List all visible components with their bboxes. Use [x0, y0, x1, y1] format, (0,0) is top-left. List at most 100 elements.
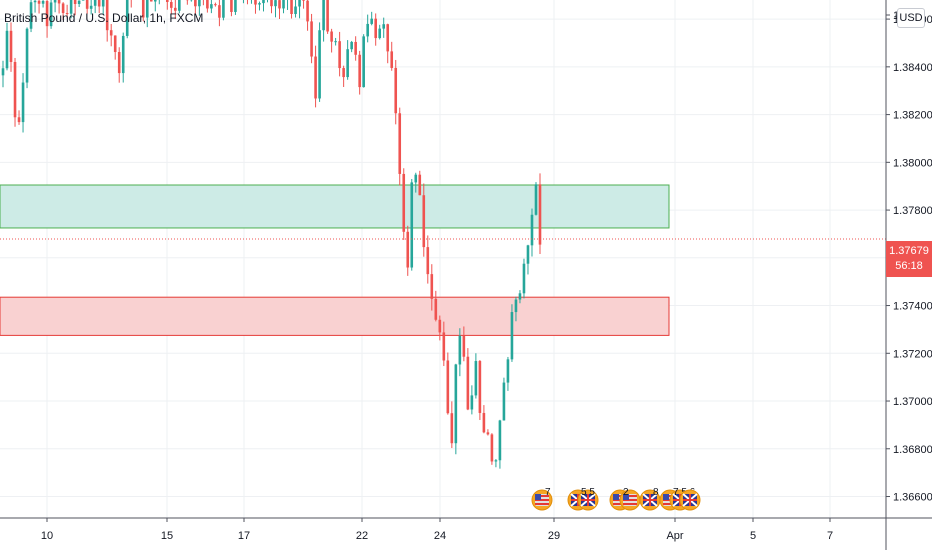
candle-body [438, 319, 442, 333]
candle-body [121, 35, 125, 74]
candle-body [430, 274, 434, 299]
chart-grid [0, 0, 886, 518]
y-tick-label: 1.37200 [893, 348, 932, 360]
candle-body [490, 434, 494, 462]
candle-body [9, 30, 13, 62]
event-marker[interactable]: 2 [609, 487, 641, 511]
last-price-value: 1.37679 [889, 245, 929, 257]
candle-body [290, 0, 293, 15]
candle-body [398, 113, 402, 174]
candle-body [502, 382, 506, 421]
candle-body [510, 312, 514, 360]
candle-body [310, 21, 313, 57]
candle-body [274, 0, 277, 7]
us-flag-icon-red [535, 499, 549, 501]
candle-body [278, 0, 281, 9]
candle-body [234, 0, 237, 12]
candle-body [522, 263, 526, 294]
candle-body [258, 3, 261, 5]
candle-body [506, 359, 510, 383]
candle-body [262, 0, 265, 4]
us-flag-icon-red [535, 503, 549, 505]
candle-body [362, 36, 365, 88]
candle-body [486, 432, 490, 435]
candle-body [117, 52, 121, 74]
candle-body [442, 332, 446, 361]
us-flag-icon-canton [535, 494, 541, 500]
y-tick-label: 1.38200 [893, 110, 932, 122]
candle-body [446, 360, 450, 414]
candle-body [462, 335, 466, 357]
candle-body [302, 0, 305, 1]
x-tick-label: 5 [750, 530, 756, 542]
candle-body [153, 0, 157, 2]
candle-body [105, 0, 109, 31]
candle-body [338, 41, 341, 69]
us-flag-icon-canton [623, 494, 629, 500]
candle-body [5, 30, 9, 69]
event-marker[interactable]: 7 [531, 487, 553, 511]
candle-body [41, 0, 45, 4]
y-tick-label: 1.37800 [893, 205, 932, 217]
candle-body [306, 0, 309, 22]
y-tick-label: 1.38000 [893, 157, 932, 169]
gb-flag-icon-cross [643, 494, 657, 506]
candle-body [330, 31, 333, 42]
candle-body [426, 247, 430, 275]
event-count: 2 [623, 487, 629, 498]
candle-body [350, 41, 353, 50]
candle-body [390, 51, 394, 68]
candle-body [466, 356, 470, 410]
candle-body [69, 0, 73, 14]
event-marker[interactable]: 5 5 [567, 487, 599, 511]
candle-body [434, 298, 438, 320]
resistance-zone [0, 184, 670, 229]
candle-body [254, 0, 257, 5]
candle-body [314, 56, 317, 99]
candle-body [334, 41, 337, 43]
event-count: 7 [545, 487, 551, 498]
candle-body [194, 0, 197, 7]
candle-body [141, 0, 145, 18]
x-tick-label: 15 [161, 530, 173, 542]
candle-body [65, 13, 69, 15]
candle-body [85, 0, 89, 9]
candle-body [145, 0, 149, 18]
candle-body [17, 117, 21, 123]
candle-body [458, 335, 462, 365]
candle-body [298, 0, 301, 7]
y-tick-label: 1 [893, 10, 899, 22]
candle-body [61, 3, 65, 14]
y-tick-label: 1.38400 [893, 62, 932, 74]
candle-body [470, 395, 474, 410]
us-flag-icon-red [623, 503, 637, 505]
candle-body [25, 28, 29, 83]
candle-body [382, 24, 386, 29]
candle-body [29, 2, 33, 29]
us-flag-icon-red [663, 503, 677, 505]
gb-flag-icon-cross [683, 494, 697, 506]
candle-body [93, 0, 97, 6]
event-count: 5 5 [581, 487, 595, 498]
candle-body [530, 214, 534, 246]
event-marker[interactable]: 8 [639, 487, 661, 511]
candle-body [73, 0, 77, 4]
currency-button[interactable]: USD [897, 8, 925, 28]
candle-body [170, 2, 173, 8]
candle-body [318, 30, 321, 99]
event-marker[interactable] [679, 489, 701, 511]
candle-body [454, 364, 458, 444]
candle-body [166, 0, 169, 3]
us-flag-icon-red [535, 495, 549, 497]
candle-body [478, 361, 482, 413]
price-zones [0, 184, 670, 336]
candle-body [418, 174, 422, 196]
x-tick-label: 24 [434, 530, 446, 542]
candle-body [53, 0, 57, 3]
x-tick-label: 29 [548, 530, 560, 542]
y-tick-label: 1.36600 [893, 492, 932, 504]
candle-body [386, 24, 390, 52]
candle-body [514, 299, 518, 313]
